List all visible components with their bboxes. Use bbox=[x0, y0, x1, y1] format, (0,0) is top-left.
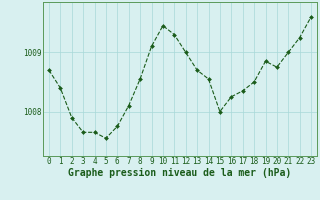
X-axis label: Graphe pression niveau de la mer (hPa): Graphe pression niveau de la mer (hPa) bbox=[68, 168, 292, 178]
